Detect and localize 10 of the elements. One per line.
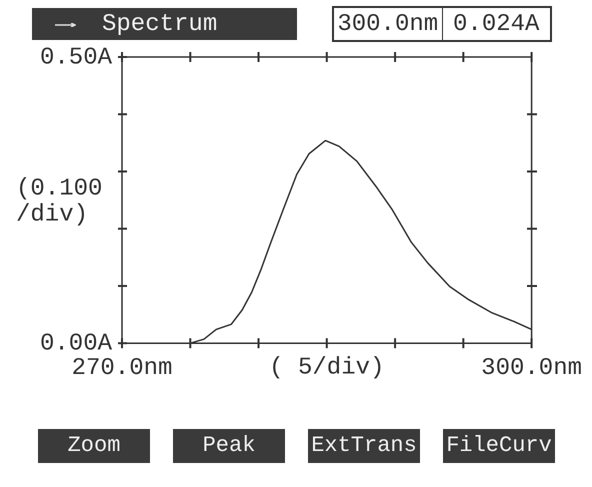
text: Zoom — [38, 429, 150, 463]
y-tick-label: 0.50A — [40, 44, 113, 72]
text: 300.0nm — [336, 10, 440, 40]
text: FileCurv — [443, 429, 555, 463]
text: ExtTrans — [308, 429, 420, 463]
y-axis-title: (0.100 /div) — [16, 175, 102, 228]
text: Peak — [173, 429, 285, 463]
text: 0.024A — [442, 8, 550, 40]
x-axis-title: ( 5/div) — [269, 354, 384, 382]
chart-title: Spectrum — [102, 11, 218, 38]
